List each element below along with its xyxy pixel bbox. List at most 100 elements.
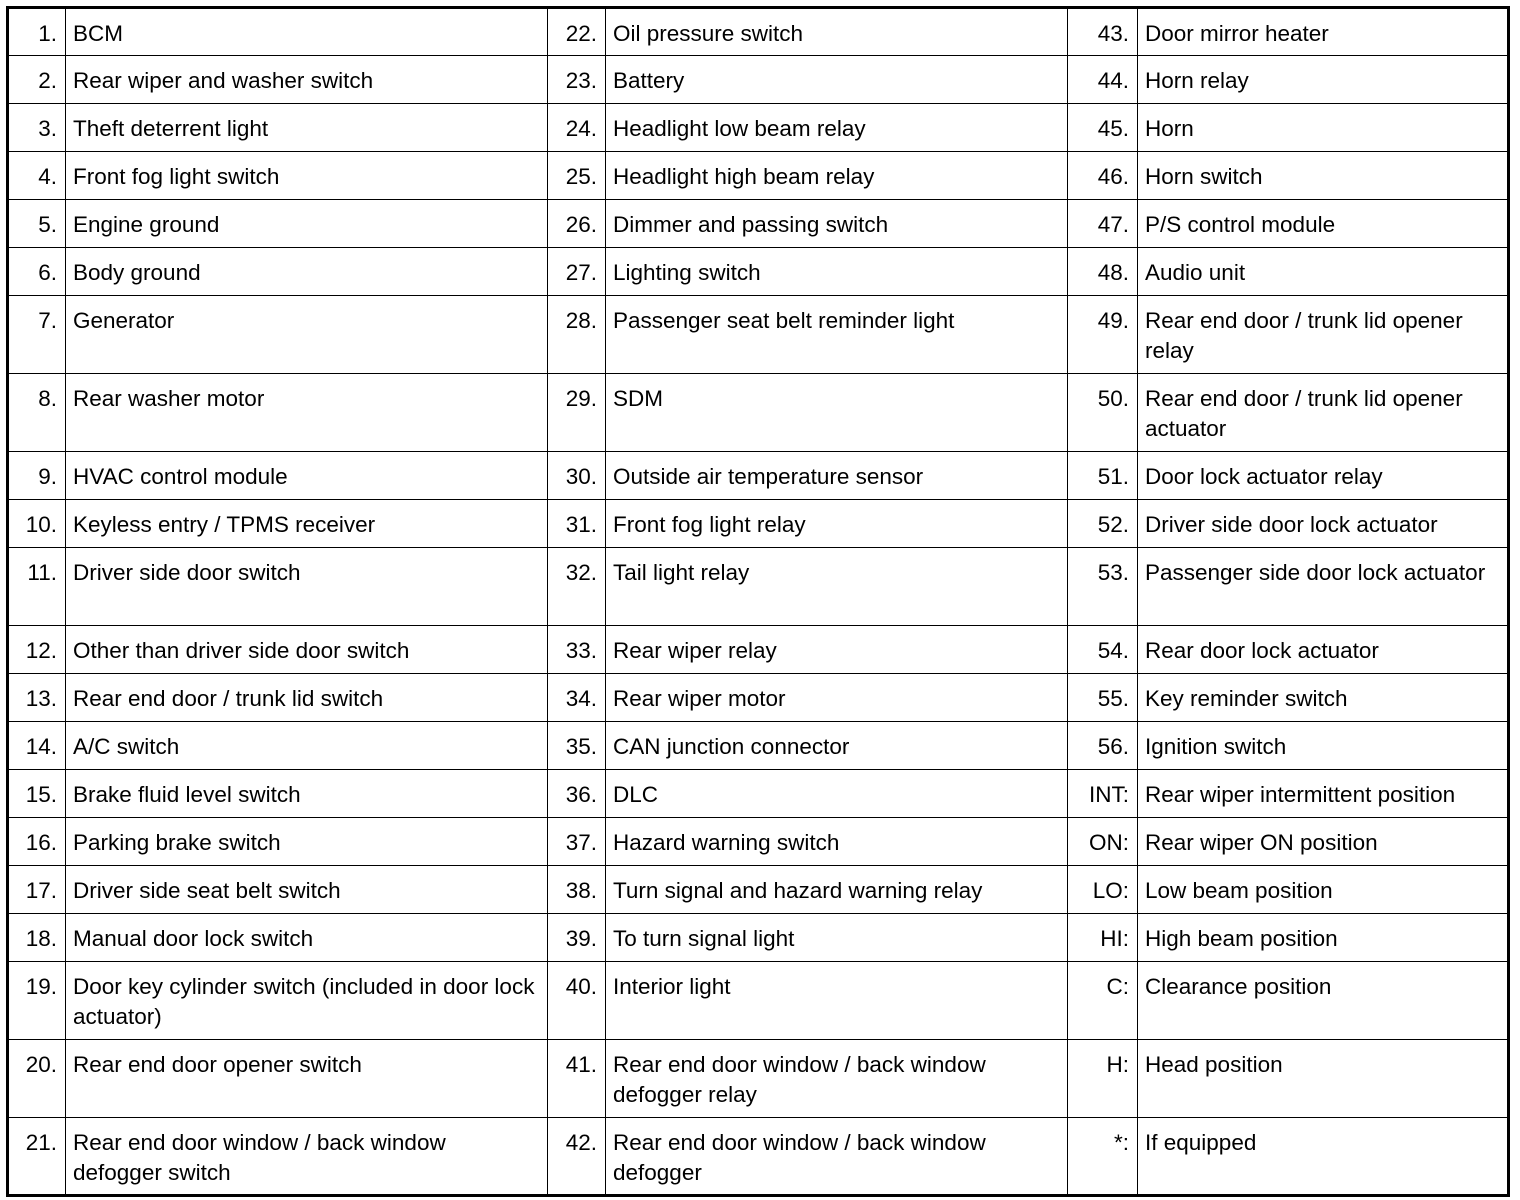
item-number: 19. — [7, 961, 66, 1040]
table-row: 17. Driver side seat belt switch 38. Turn s… — [7, 865, 1509, 914]
table-row: 14. A/C switch 35. CAN junction connector 56… — [7, 721, 1509, 770]
item-number: ON: — [1067, 817, 1138, 866]
item-number: 23. — [547, 55, 606, 104]
item-number: INT: — [1067, 769, 1138, 818]
table-row: 12. Other than driver side door switch 33.… — [7, 625, 1509, 674]
item-description: Hazard warning switch — [605, 817, 1068, 866]
item-description: Headlight low beam relay — [605, 103, 1068, 152]
item-description: Horn switch — [1137, 151, 1509, 200]
item-description: Horn relay — [1137, 55, 1509, 104]
item-description: Rear end door / trunk lid opener actuato… — [1137, 373, 1509, 452]
table-row: 4. Front fog light switch 25. Headlight hig… — [7, 151, 1509, 200]
item-number: 4. — [7, 151, 66, 200]
item-number: 55. — [1067, 673, 1138, 722]
table-row: 6. Body ground 27. Lighting switch 48. Audio … — [7, 247, 1509, 296]
item-number: 31. — [547, 499, 606, 548]
item-description: High beam position — [1137, 913, 1509, 962]
item-number: 22. — [547, 7, 606, 56]
item-description: Clearance position — [1137, 961, 1509, 1040]
item-number: 26. — [547, 199, 606, 248]
item-number: 16. — [7, 817, 66, 866]
item-number: 30. — [547, 451, 606, 500]
legend-table: 1. BCM 22. Oil pressure switch 43. Door mirro… — [6, 6, 1510, 1197]
item-description: Door key cylinder switch (included in do… — [65, 961, 548, 1040]
item-description: Driver side door switch — [65, 547, 548, 626]
item-number: 44. — [1067, 55, 1138, 104]
item-number: 7. — [7, 295, 66, 374]
item-description: DLC — [605, 769, 1068, 818]
item-description: Rear end door window / back window defog… — [605, 1039, 1068, 1118]
item-description: Engine ground — [65, 199, 548, 248]
item-description: Audio unit — [1137, 247, 1509, 296]
item-description: Rear end door / trunk lid switch — [65, 673, 548, 722]
item-description: Keyless entry / TPMS receiver — [65, 499, 548, 548]
item-description: Rear end door window / back window defog… — [65, 1117, 548, 1196]
item-number: 39. — [547, 913, 606, 962]
item-description: Headlight high beam relay — [605, 151, 1068, 200]
item-description: Battery — [605, 55, 1068, 104]
table-row: 20. Rear end door opener switch 41. Rear en… — [7, 1039, 1509, 1118]
item-number: HI: — [1067, 913, 1138, 962]
item-number: 47. — [1067, 199, 1138, 248]
item-description: Turn signal and hazard warning relay — [605, 865, 1068, 914]
item-description: CAN junction connector — [605, 721, 1068, 770]
item-number: 6. — [7, 247, 66, 296]
item-description: Ignition switch — [1137, 721, 1509, 770]
item-number: 27. — [547, 247, 606, 296]
item-number: 24. — [547, 103, 606, 152]
item-description: Key reminder switch — [1137, 673, 1509, 722]
item-description: Rear door lock actuator — [1137, 625, 1509, 674]
item-number: 46. — [1067, 151, 1138, 200]
item-number: 14. — [7, 721, 66, 770]
item-description: Driver side door lock actuator — [1137, 499, 1509, 548]
item-description: Door lock actuator relay — [1137, 451, 1509, 500]
item-description: Rear wiper and washer switch — [65, 55, 548, 104]
item-number: 56. — [1067, 721, 1138, 770]
item-description: Passenger side door lock actuator — [1137, 547, 1509, 626]
item-number: 29. — [547, 373, 606, 452]
item-number: 53. — [1067, 547, 1138, 626]
item-description: Lighting switch — [605, 247, 1068, 296]
item-description: Outside air temperature sensor — [605, 451, 1068, 500]
item-number: 10. — [7, 499, 66, 548]
item-description: Rear wiper ON position — [1137, 817, 1509, 866]
item-number: 18. — [7, 913, 66, 962]
table-row: 1. BCM 22. Oil pressure switch 43. Door mirro… — [7, 7, 1509, 56]
item-number: 35. — [547, 721, 606, 770]
item-description: Rear wiper intermittent position — [1137, 769, 1509, 818]
item-number: 49. — [1067, 295, 1138, 374]
table-row: 3. Theft deterrent light 24. Headlight low … — [7, 103, 1509, 152]
table-row: 19. Door key cylinder switch (included in… — [7, 961, 1509, 1040]
item-description: Passenger seat belt reminder light — [605, 295, 1068, 374]
item-description: Dimmer and passing switch — [605, 199, 1068, 248]
item-description: If equipped — [1137, 1117, 1509, 1196]
item-description: Body ground — [65, 247, 548, 296]
item-description: HVAC control module — [65, 451, 548, 500]
item-number: *: — [1067, 1117, 1138, 1196]
item-number: 41. — [547, 1039, 606, 1118]
table-row: 18. Manual door lock switch 39. To turn sig… — [7, 913, 1509, 962]
item-description: Front fog light relay — [605, 499, 1068, 548]
item-description: Generator — [65, 295, 548, 374]
table-row: 9. HVAC control module 30. Outside air temp… — [7, 451, 1509, 500]
item-number: 36. — [547, 769, 606, 818]
item-description: Rear end door window / back window defog… — [605, 1117, 1068, 1196]
item-number: 54. — [1067, 625, 1138, 674]
item-description: Rear washer motor — [65, 373, 548, 452]
item-number: 12. — [7, 625, 66, 674]
item-description: Horn — [1137, 103, 1509, 152]
item-description: Parking brake switch — [65, 817, 548, 866]
item-description: Manual door lock switch — [65, 913, 548, 962]
item-number: 2. — [7, 55, 66, 104]
table-row: 13. Rear end door / trunk lid switch 34. Re… — [7, 673, 1509, 722]
item-number: 8. — [7, 373, 66, 452]
item-description: Oil pressure switch — [605, 7, 1068, 56]
item-number: 38. — [547, 865, 606, 914]
item-number: 5. — [7, 199, 66, 248]
table-row: 5. Engine ground 26. Dimmer and passing swi… — [7, 199, 1509, 248]
item-number: 3. — [7, 103, 66, 152]
item-number: 15. — [7, 769, 66, 818]
item-description: BCM — [65, 7, 548, 56]
table-row: 2. Rear wiper and washer switch 23. Battery… — [7, 55, 1509, 104]
item-description: Front fog light switch — [65, 151, 548, 200]
